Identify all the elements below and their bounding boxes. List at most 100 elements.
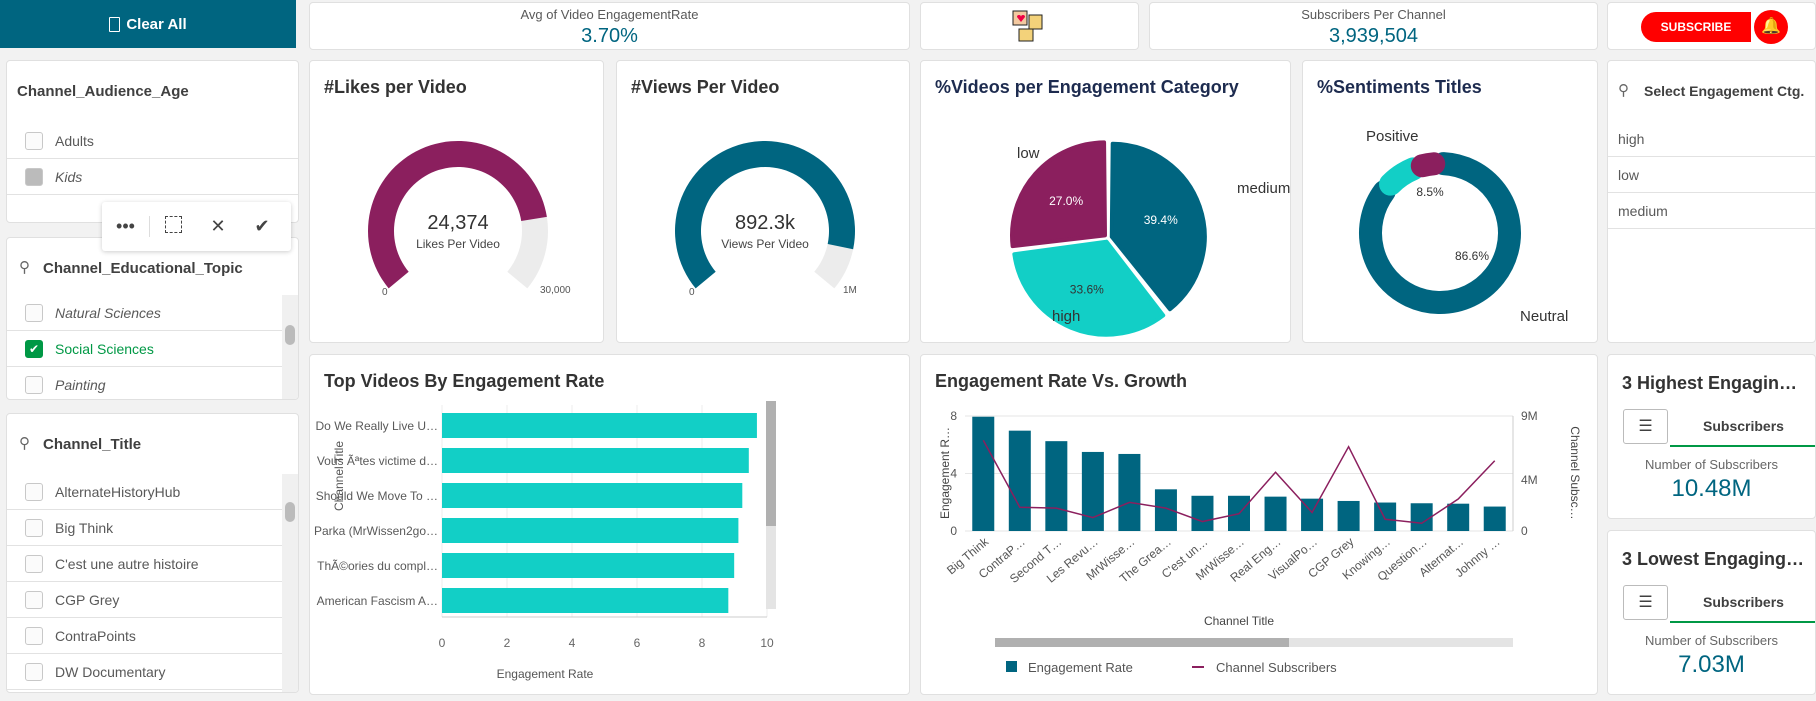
donut-category-label: Positive bbox=[1366, 128, 1419, 145]
bar bbox=[1118, 453, 1141, 531]
list-item-social-sciences[interactable]: ✔ Social Sciences bbox=[7, 331, 282, 367]
y2-tick-label: 4M bbox=[1521, 473, 1538, 487]
gauge-max-label: 1M bbox=[843, 285, 857, 296]
kpi-title: 3 Highest Engagin… bbox=[1622, 373, 1798, 393]
chart-title: %Videos per Engagement Category bbox=[935, 77, 1239, 97]
checkbox[interactable] bbox=[25, 131, 43, 150]
gauge-measure-label: Likes Per Video bbox=[416, 237, 500, 251]
gauge-track bbox=[814, 243, 854, 289]
gauge-value: 892.3k bbox=[735, 212, 796, 234]
bar bbox=[1191, 495, 1214, 531]
legend-swatch bbox=[1006, 661, 1017, 672]
donut-slice bbox=[1379, 157, 1425, 196]
filter-title: Channel_Audience_Age bbox=[17, 83, 189, 100]
list-view-button[interactable]: ☰ bbox=[1623, 409, 1668, 444]
list-item-channel[interactable]: DW Documentary bbox=[7, 654, 282, 690]
legend-label: Channel Subscribers bbox=[1216, 660, 1337, 675]
donut-category-label: Neutral bbox=[1520, 308, 1568, 325]
kpi-label: Number of Subscribers bbox=[1645, 457, 1778, 472]
confirm-icon[interactable]: ✔ bbox=[254, 216, 270, 236]
bar bbox=[1447, 503, 1470, 531]
more-icon[interactable]: ••• bbox=[102, 216, 150, 237]
chart-title: #Views Per Video bbox=[631, 77, 780, 97]
list-item-kids[interactable]: Kids bbox=[7, 159, 298, 195]
filter-audience-age: Channel_Audience_Age Adults Kids bbox=[6, 60, 299, 223]
list-item-channel[interactable]: AlternateHistoryHub bbox=[7, 474, 282, 510]
y-category-label: Do We Really Live U… bbox=[316, 419, 438, 433]
checkbox[interactable] bbox=[25, 303, 43, 322]
scrollbar[interactable] bbox=[282, 474, 298, 692]
list-item-channel[interactable]: Big Think bbox=[7, 510, 282, 546]
list-item-low[interactable]: low bbox=[1608, 157, 1815, 193]
gauge-value: 24,374 bbox=[427, 212, 488, 234]
kpi-avg-engagement: Avg of Video EngagementRate 3.70% bbox=[309, 2, 910, 50]
kpi-value: 3,939,504 bbox=[1329, 25, 1418, 47]
list-view-button[interactable]: ☰ bbox=[1623, 585, 1668, 620]
checkbox[interactable] bbox=[25, 518, 43, 537]
sentiments-donut-card: %Sentiments Titles Neutral 86.6% Positive 8… bbox=[1302, 60, 1598, 343]
search-icon[interactable]: ⚲ bbox=[1618, 82, 1629, 99]
bar bbox=[1045, 441, 1068, 531]
y-axis-title: Engagement R… bbox=[938, 427, 952, 519]
gauge-min-label: 0 bbox=[689, 287, 695, 298]
pie-slice-medium bbox=[1109, 141, 1207, 312]
checkbox[interactable] bbox=[25, 375, 43, 394]
list-item-channel[interactable]: ContraPoints bbox=[7, 618, 282, 654]
clear-selection-icon[interactable] bbox=[150, 215, 196, 238]
list-item-channel[interactable]: CGP Grey bbox=[7, 582, 282, 618]
checkbox[interactable] bbox=[25, 590, 43, 609]
views-gauge: 892.3k Views Per Video 0 1M bbox=[675, 141, 857, 298]
checkbox[interactable] bbox=[25, 482, 43, 501]
gauge-track bbox=[507, 216, 548, 289]
likes-gauge: 24,374 Likes Per Video 0 30,000 bbox=[368, 141, 571, 298]
tab-subscribers[interactable]: Subscribers bbox=[1670, 585, 1815, 623]
scrollbar-thumb bbox=[995, 638, 1289, 647]
bar bbox=[442, 448, 749, 473]
list-item-high[interactable]: high bbox=[1608, 121, 1815, 157]
cancel-icon[interactable]: ✕ bbox=[210, 216, 226, 236]
chart-title: #Likes per Video bbox=[324, 77, 467, 97]
highest-engaging-kpi: 3 Highest Engagin… ☰ Subscribers Number … bbox=[1607, 354, 1816, 519]
search-icon[interactable]: ⚲ bbox=[19, 435, 30, 452]
scrollbar[interactable] bbox=[282, 295, 298, 399]
x-tick-label: 4 bbox=[569, 636, 576, 650]
tab-subscribers[interactable]: Subscribers bbox=[1670, 409, 1815, 447]
list-item-painting[interactable]: Painting bbox=[7, 367, 282, 399]
x-tick-label: 0 bbox=[439, 636, 446, 650]
social-reactions-icon bbox=[1012, 10, 1043, 42]
x-tick-label: 2 bbox=[504, 636, 511, 650]
y-axis-title: Channel Title bbox=[332, 441, 346, 511]
bar bbox=[1008, 430, 1031, 531]
y-tick-label: 0 bbox=[950, 524, 957, 538]
likes-per-video-card: #Likes per Video 24,374 Likes Per Video 0 3… bbox=[309, 60, 604, 343]
checkbox-checked[interactable]: ✔ bbox=[25, 339, 43, 358]
list-item-adults[interactable]: Adults bbox=[7, 123, 298, 159]
sentiment-donut[interactable]: Neutral 86.6% Positive 8.5% bbox=[1303, 61, 1598, 343]
checkbox[interactable] bbox=[25, 554, 43, 573]
bar bbox=[1374, 502, 1397, 531]
list-item-medium[interactable]: medium bbox=[1608, 193, 1815, 229]
filter-engagement-category: ⚲ Select Engagement Ctg. high low medium bbox=[1607, 60, 1816, 343]
y-category-label: Parka (MrWissen2go… bbox=[314, 524, 438, 538]
gauge-fill bbox=[368, 141, 547, 289]
checkbox[interactable] bbox=[25, 662, 43, 681]
y-tick-label: 8 bbox=[950, 409, 957, 423]
donut-value-label: 8.5% bbox=[1416, 185, 1444, 199]
search-icon[interactable]: ⚲ bbox=[19, 259, 30, 276]
list-item-channel[interactable]: C'est une autre histoire bbox=[7, 546, 282, 582]
bell-icon[interactable]: 🔔 bbox=[1754, 10, 1788, 44]
bar bbox=[442, 413, 757, 438]
pie-slice-low bbox=[1010, 140, 1107, 249]
checkbox[interactable] bbox=[25, 626, 43, 645]
chart-title: %Sentiments Titles bbox=[1317, 77, 1482, 97]
pie-value-label: 27.0% bbox=[1049, 194, 1083, 208]
checkbox[interactable] bbox=[25, 167, 43, 186]
x-axis-title: Engagement Rate bbox=[497, 667, 594, 681]
subscribe-button[interactable]: SUBSCRIBE bbox=[1641, 12, 1751, 42]
list-item-natural-sciences[interactable]: Natural Sciences bbox=[7, 295, 282, 331]
x-axis-title: Channel Title bbox=[1204, 614, 1274, 628]
donut-slice bbox=[1410, 152, 1446, 178]
filter-educational-topic: ⚲ Channel_Educational_Topic Natural Scie… bbox=[6, 237, 299, 400]
clear-all-button[interactable]: Clear All bbox=[0, 0, 296, 48]
engagement-pie[interactable]: 39.4% medium 33.6% high 27.0% low bbox=[921, 61, 1291, 343]
